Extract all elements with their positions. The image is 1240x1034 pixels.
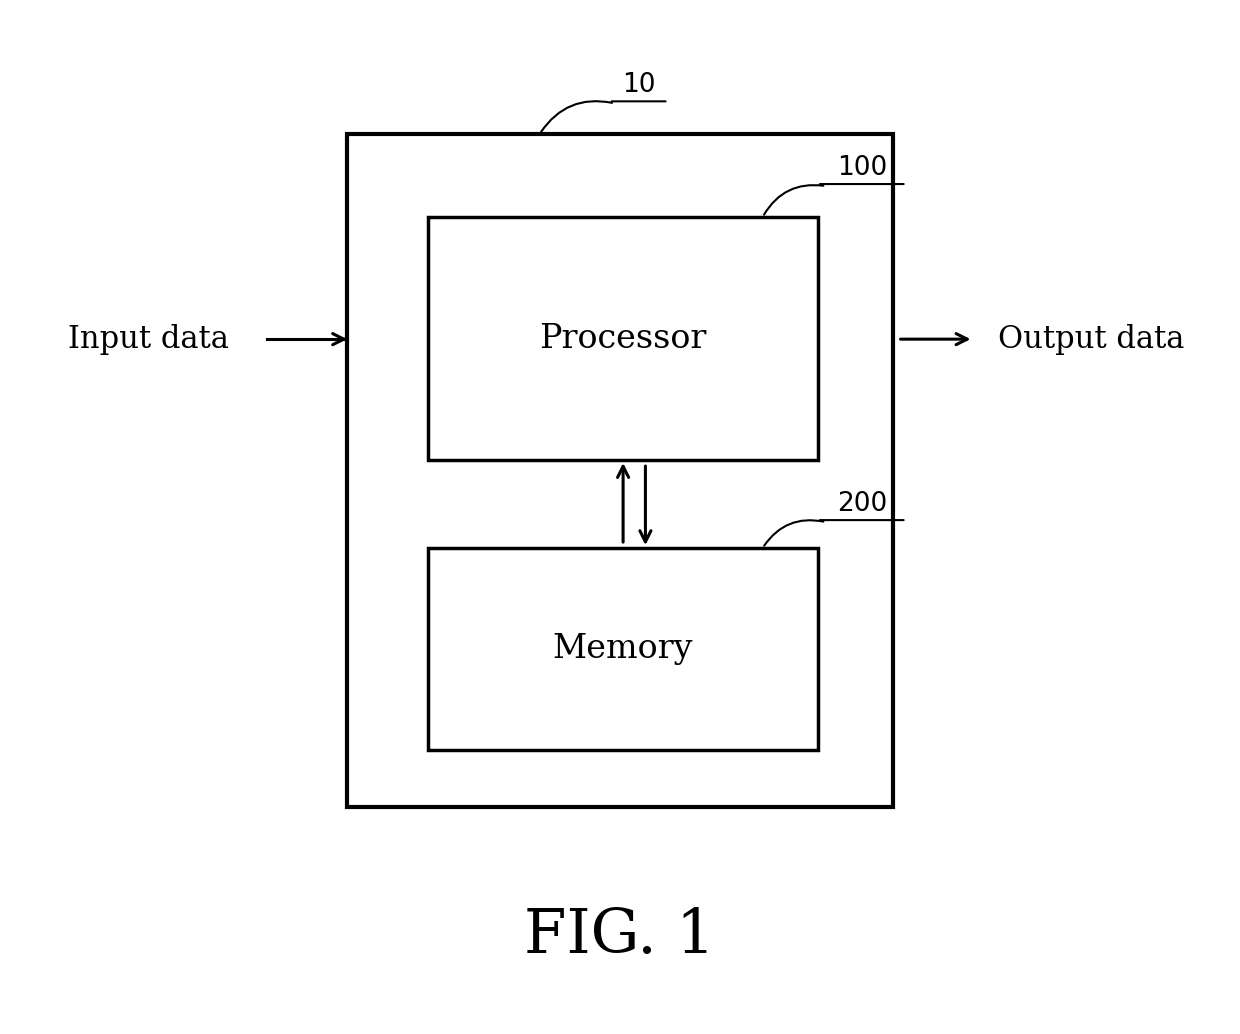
Bar [347,134,893,807]
Text: FIG. 1: FIG. 1 [525,906,715,966]
Text: Output data: Output data [998,324,1184,355]
Bar [428,548,818,750]
Text: 10: 10 [621,72,656,98]
Text: Input data: Input data [68,324,229,355]
Text: Memory: Memory [553,634,693,665]
Text: Processor: Processor [539,324,707,355]
Text: 100: 100 [837,155,887,181]
Bar [428,217,818,460]
Text: 200: 200 [837,491,887,517]
